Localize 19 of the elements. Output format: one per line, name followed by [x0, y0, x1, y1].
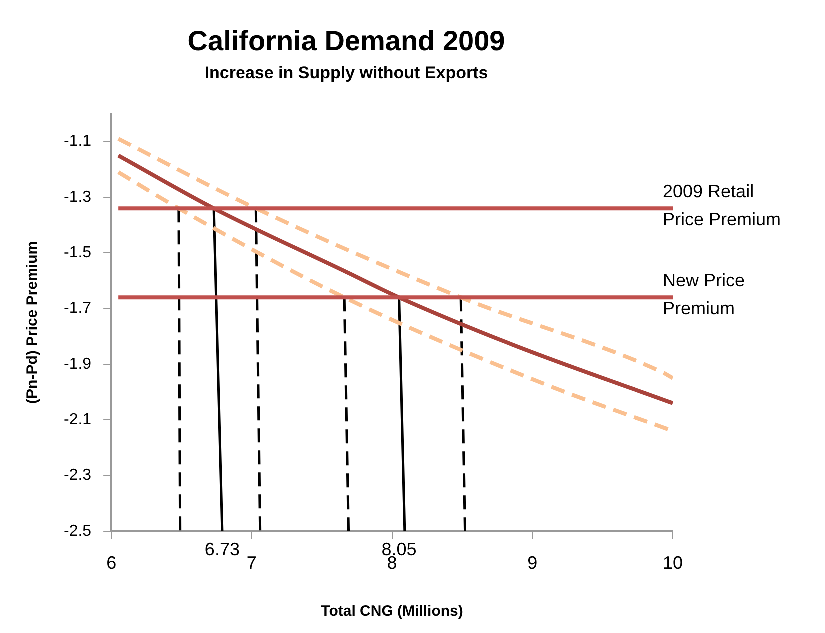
y-axis-title: (Pn-Pd) Price Premium: [24, 241, 42, 404]
x-tick-label: 6: [106, 553, 117, 574]
series-label: New Price Premium: [663, 270, 746, 319]
y-tick-label: -1.9: [64, 356, 92, 373]
chart-subtitle: Increase in Supply without Exports: [204, 63, 488, 82]
series-label: 2009 Retail Price Premium: [663, 182, 782, 230]
x-tick-label: 7: [246, 553, 257, 574]
annotation: 6.73: [204, 539, 240, 560]
y-tick-label: -1.3: [64, 188, 92, 206]
y-tick-label: -1.7: [64, 300, 92, 318]
y-tick-label: -2.3: [64, 467, 92, 484]
y-tick-label: -2.5: [64, 522, 92, 540]
y-tick-label: -2.1: [64, 412, 92, 428]
y-tick-label: -1.5: [64, 244, 92, 262]
x-tick-label: 9: [528, 553, 538, 574]
x-tick-label: 10: [662, 553, 684, 574]
x-axis-title: Total CNG (Millions): [321, 603, 464, 620]
y-tick-label: -1.1: [64, 133, 92, 150]
chart-title: California Demand 2009: [188, 26, 506, 57]
